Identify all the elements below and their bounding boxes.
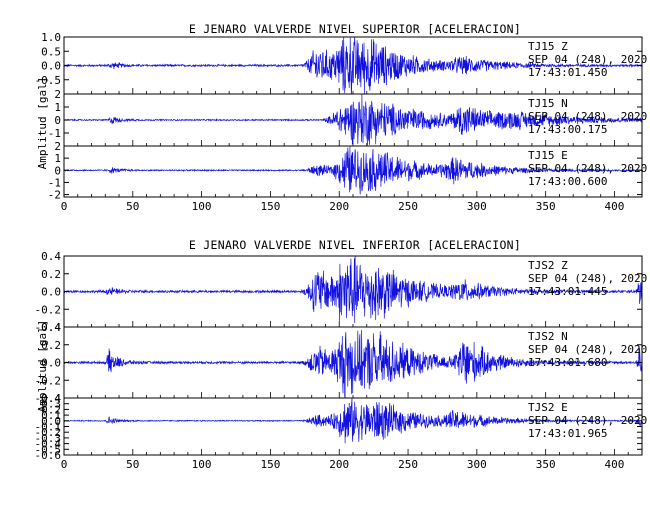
upper-seismogram-group: E JENARO VALVERDE NIVEL SUPERIOR [ACELER… bbox=[35, 22, 648, 213]
station-time-label: 17:43:00.175 bbox=[528, 123, 607, 136]
waveform-series bbox=[63, 36, 643, 95]
station-date-label: SEP 04 (248), 2020 bbox=[528, 53, 647, 66]
y-tick-label: 0 bbox=[54, 164, 61, 177]
panel-tjs2-e: -0.6-0.5-0.4-0.3-0.2-0.10.00.10.20.30.4T… bbox=[35, 392, 648, 462]
station-component-label: TJS2 E bbox=[528, 401, 568, 414]
x-tick-label: 150 bbox=[260, 458, 280, 471]
station-date-label: SEP 04 (248), 2020 bbox=[528, 272, 647, 285]
y-tick-label: 0.2 bbox=[41, 339, 61, 352]
x-tick-label: 300 bbox=[467, 458, 487, 471]
station-component-label: TJ15 E bbox=[528, 149, 568, 162]
x-tick-label: 0 bbox=[61, 458, 68, 471]
x-tick-label: 250 bbox=[398, 458, 418, 471]
waveform-series bbox=[63, 146, 643, 195]
y-tick-label: 1 bbox=[54, 152, 61, 165]
y-tick-label: 0 bbox=[54, 114, 61, 127]
y-tick-label: -0.4 bbox=[35, 392, 62, 405]
waveform-series bbox=[63, 255, 643, 323]
x-tick-label: 400 bbox=[605, 200, 625, 213]
x-tick-label: 200 bbox=[329, 458, 349, 471]
y-tick-label: 1 bbox=[54, 101, 61, 114]
y-tick-label: 1.0 bbox=[41, 31, 61, 44]
y-tick-label: 0.4 bbox=[41, 392, 61, 405]
x-tick-label: 300 bbox=[467, 200, 487, 213]
y-tick-label: -0.3 bbox=[35, 432, 62, 445]
y-tick-label: 0.4 bbox=[41, 250, 61, 263]
y-tick-label: -0.2 bbox=[35, 303, 62, 316]
y-tick-label: -0.6 bbox=[35, 449, 62, 462]
y-tick-label: -0.4 bbox=[35, 321, 62, 334]
station-component-label: TJ15 Z bbox=[528, 40, 568, 53]
y-tick-label: -0.4 bbox=[35, 438, 62, 451]
x-tick-label: 50 bbox=[126, 200, 139, 213]
upper-y-axis-label: Amplitud [gal] bbox=[36, 77, 49, 170]
y-tick-label: 0.4 bbox=[41, 321, 61, 334]
lower-chart-title: E JENARO VALVERDE NIVEL INFERIOR [ACELER… bbox=[189, 238, 521, 252]
x-tick-label: 50 bbox=[126, 458, 139, 471]
x-tick-label: 250 bbox=[398, 200, 418, 213]
station-time-label: 17:43:01.450 bbox=[528, 66, 607, 79]
y-tick-label: -0.2 bbox=[35, 426, 62, 439]
y-tick-label: 0.3 bbox=[41, 398, 61, 411]
station-time-label: 17:43:01.445 bbox=[528, 285, 607, 298]
y-tick-label: -0.1 bbox=[35, 421, 62, 434]
lower-y-axis-label: Amplitud [gal] bbox=[36, 320, 49, 413]
y-tick-label: 0.5 bbox=[41, 45, 61, 58]
y-tick-label: 0.2 bbox=[41, 268, 61, 281]
waveform-series bbox=[63, 397, 643, 444]
x-tick-label: 0 bbox=[61, 200, 68, 213]
station-date-label: SEP 04 (248), 2020 bbox=[528, 414, 647, 427]
x-tick-label: 400 bbox=[605, 458, 625, 471]
y-tick-label: 0.1 bbox=[41, 409, 61, 422]
x-tick-label: 100 bbox=[192, 458, 212, 471]
station-time-label: 17:43:01.965 bbox=[528, 427, 607, 440]
waveform-series bbox=[63, 329, 643, 399]
station-component-label: TJ15 N bbox=[528, 97, 568, 110]
station-date-label: SEP 04 (248), 2020 bbox=[528, 343, 647, 356]
lower-seismogram-group: E JENARO VALVERDE NIVEL INFERIOR [ACELER… bbox=[35, 238, 648, 471]
y-tick-label: -1 bbox=[48, 127, 61, 140]
x-tick-label: 200 bbox=[329, 200, 349, 213]
y-tick-label: 0.0 bbox=[41, 60, 61, 73]
y-tick-label: -2 bbox=[48, 189, 61, 202]
station-date-label: SEP 04 (248), 2020 bbox=[528, 162, 647, 175]
y-tick-label: -0.5 bbox=[35, 74, 62, 87]
y-tick-label: 0.0 bbox=[41, 286, 61, 299]
y-tick-label: 0.0 bbox=[41, 415, 61, 428]
station-component-label: TJS2 N bbox=[528, 330, 568, 343]
y-tick-label: -0.2 bbox=[35, 374, 62, 387]
y-tick-label: -0.5 bbox=[35, 443, 62, 456]
x-tick-label: 350 bbox=[536, 458, 556, 471]
x-tick-label: 150 bbox=[260, 200, 280, 213]
upper-chart-title: E JENARO VALVERDE NIVEL SUPERIOR [ACELER… bbox=[189, 22, 521, 36]
station-time-label: 17:43:01.680 bbox=[528, 356, 607, 369]
station-time-label: 17:43:00.600 bbox=[528, 175, 607, 188]
y-tick-label: 2 bbox=[54, 140, 61, 153]
y-tick-label: 0.0 bbox=[41, 357, 61, 370]
y-tick-label: 0.2 bbox=[41, 403, 61, 416]
station-date-label: SEP 04 (248), 2020 bbox=[528, 110, 647, 123]
x-tick-label: 100 bbox=[192, 200, 212, 213]
y-tick-label: -1 bbox=[48, 176, 61, 189]
y-tick-label: 2 bbox=[54, 88, 61, 101]
x-tick-label: 350 bbox=[536, 200, 556, 213]
station-component-label: TJS2 Z bbox=[528, 259, 568, 272]
